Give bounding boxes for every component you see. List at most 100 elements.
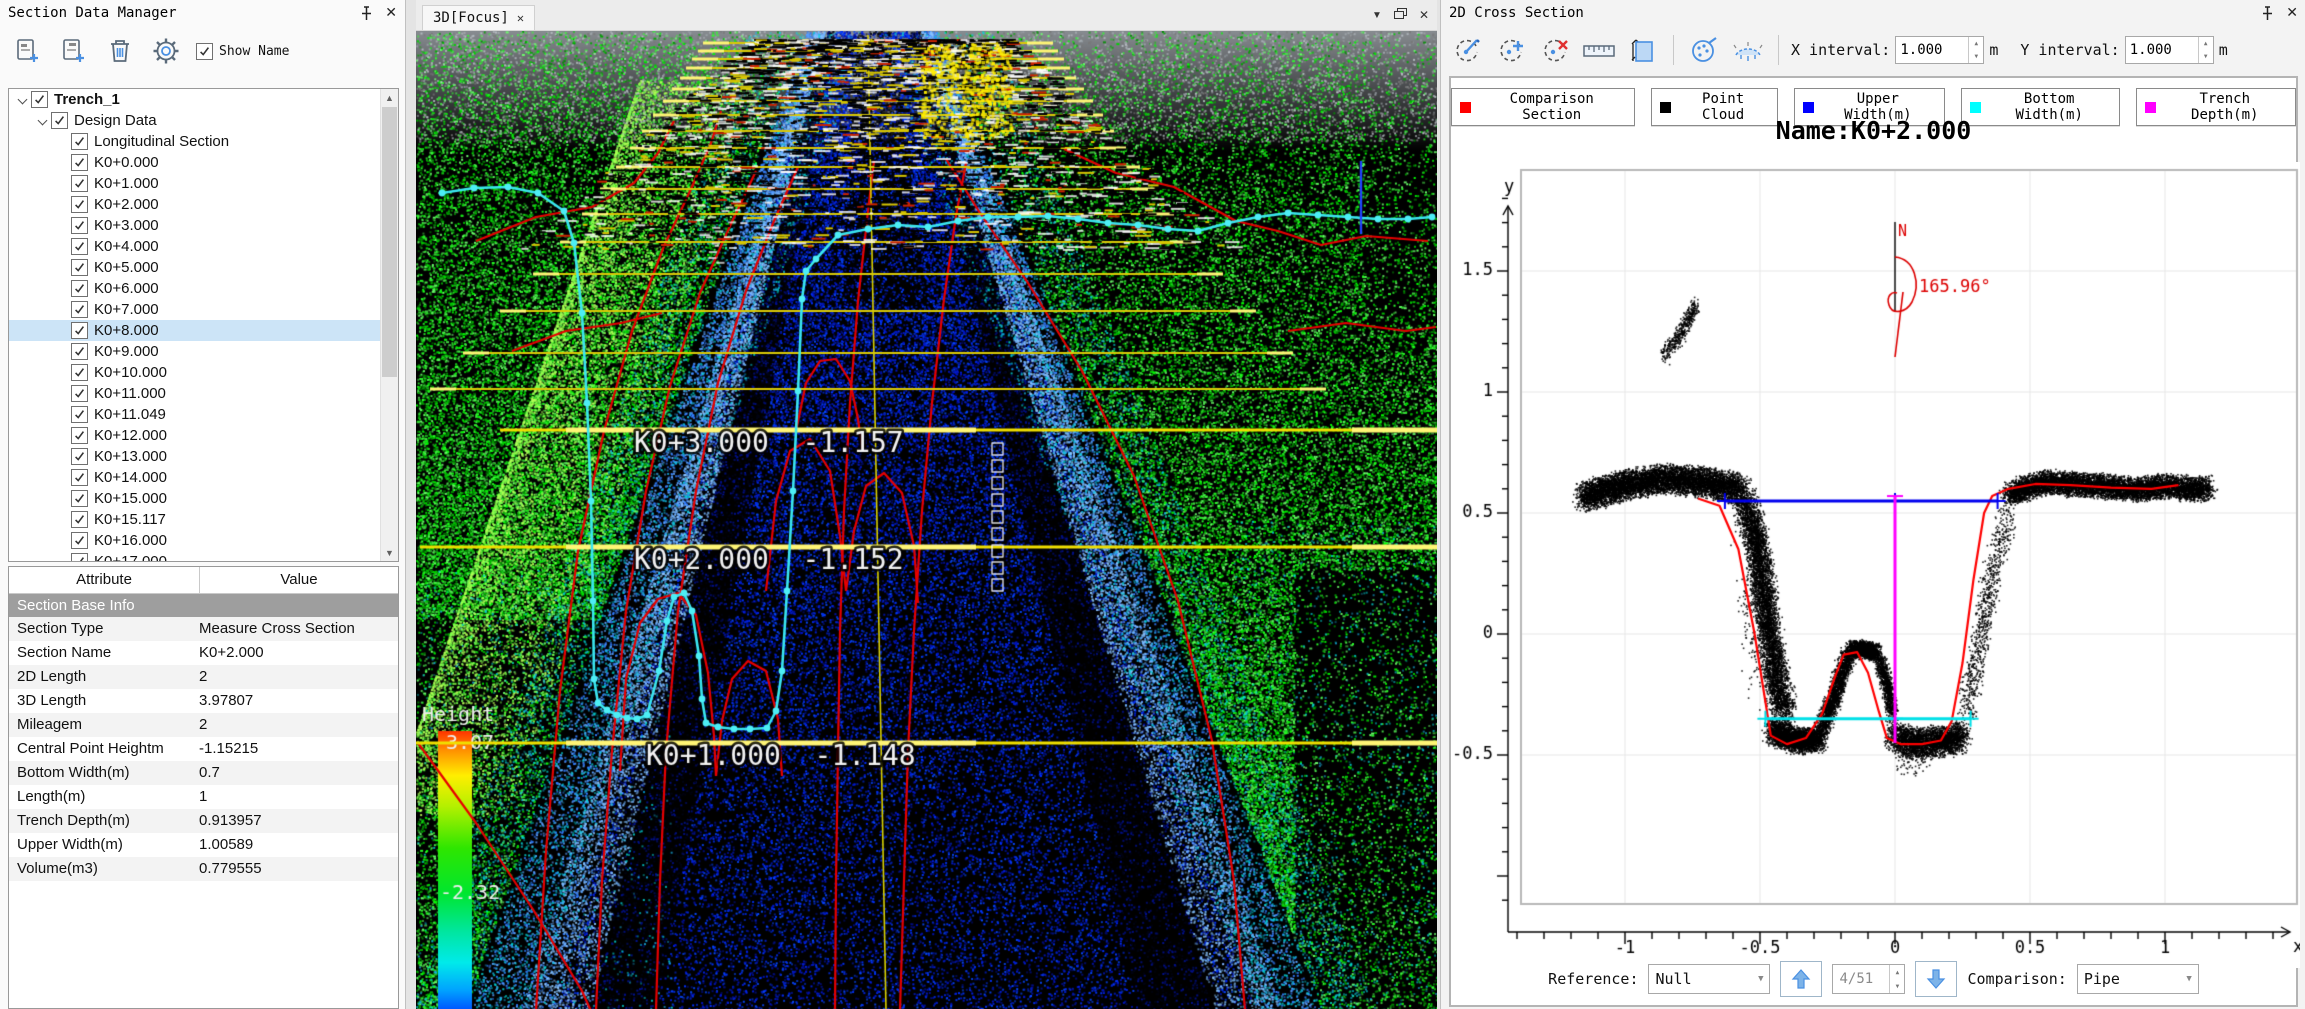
tree-item[interactable]: K0+13.000	[9, 446, 398, 467]
tree-item[interactable]: K0+1.000	[9, 173, 398, 194]
tree-item-checkbox[interactable]	[71, 364, 88, 381]
delete-section-button[interactable]	[104, 35, 136, 67]
tree-item[interactable]: K0+3.000	[9, 215, 398, 236]
tree-item-checkbox[interactable]	[71, 511, 88, 528]
tree-item[interactable]: K0+7.000	[9, 299, 398, 320]
application-window: Section Data Manager ✕	[0, 0, 2305, 1009]
pin-icon[interactable]	[360, 6, 373, 21]
reference-dropdown[interactable]: Null ▼	[1648, 964, 1770, 994]
x-interval-up-icon[interactable]: ▲	[1969, 37, 1983, 50]
tree-item[interactable]: K0+4.000	[9, 236, 398, 257]
counter-down-icon[interactable]: ▼	[1890, 979, 1904, 993]
palette-icon[interactable]	[1686, 33, 1722, 67]
tree-item-checkbox[interactable]	[31, 91, 48, 108]
add-subsection-button[interactable]	[58, 35, 90, 67]
tree-item-checkbox[interactable]	[71, 553, 88, 562]
cross-section-plot-canvas[interactable]	[1451, 162, 2300, 968]
tree-indent	[9, 414, 55, 415]
counter-up-icon[interactable]: ▲	[1890, 965, 1904, 979]
show-name-checkbox[interactable]	[196, 43, 213, 60]
tree-item-checkbox[interactable]	[71, 322, 88, 339]
attribute-name: Section Type	[9, 617, 199, 641]
scroll-down-icon[interactable]: ▼	[381, 544, 398, 561]
tree-item[interactable]: K0+8.000	[9, 320, 398, 341]
tree-item[interactable]: K0+16.000	[9, 530, 398, 551]
tree-indent	[9, 456, 55, 457]
measure-ruler-icon[interactable]	[1581, 33, 1617, 67]
x-interval-input[interactable]	[1896, 37, 1968, 63]
y-interval-input[interactable]	[2126, 37, 2198, 63]
close-icon[interactable]: ✕	[2286, 0, 2298, 26]
tree-item-label: K0+16.000	[94, 530, 167, 551]
tree-item-checkbox[interactable]	[71, 238, 88, 255]
settings-gear-icon[interactable]	[150, 35, 182, 67]
tree-item-checkbox[interactable]	[71, 217, 88, 234]
tree-item-checkbox[interactable]	[71, 259, 88, 276]
x-interval-down-icon[interactable]: ▼	[1969, 50, 1983, 63]
tree-item[interactable]: K0+15.000	[9, 488, 398, 509]
tree-indent	[9, 204, 55, 205]
tree-item-checkbox[interactable]	[71, 196, 88, 213]
tree-item[interactable]: K0+10.000	[9, 362, 398, 383]
tab-close-icon[interactable]: ✕	[517, 11, 524, 25]
tree-expand-chevron-icon[interactable]	[15, 92, 31, 108]
comparison-label: Comparison:	[1967, 970, 2066, 988]
tree-item-checkbox[interactable]	[71, 490, 88, 507]
tree-item[interactable]: Trench_1	[9, 89, 398, 110]
tree-item[interactable]: Longitudinal Section	[9, 131, 398, 152]
tree-item[interactable]: K0+15.117	[9, 509, 398, 530]
tree-expand-chevron-icon[interactable]	[35, 113, 51, 129]
tree-item-checkbox[interactable]	[71, 427, 88, 444]
add-point-icon[interactable]	[1493, 33, 1529, 67]
tree-item-checkbox[interactable]	[71, 154, 88, 171]
tree-item-checkbox[interactable]	[71, 469, 88, 486]
next-section-button[interactable]	[1915, 961, 1957, 997]
tree-item-checkbox[interactable]	[71, 175, 88, 192]
cross-section-2d-panel: 2D Cross Section ✕	[1440, 0, 2305, 1009]
tree-item-checkbox[interactable]	[71, 343, 88, 360]
show-name-toggle[interactable]: Show Name	[196, 43, 289, 60]
comparison-value: Pipe	[2084, 970, 2120, 988]
viewport-close-icon[interactable]: ✕	[1419, 8, 1429, 22]
tree-item[interactable]: K0+17.000	[9, 551, 398, 562]
area-select-icon[interactable]	[1625, 33, 1661, 67]
tree-item-checkbox[interactable]	[71, 133, 88, 150]
comparison-dropdown[interactable]: Pipe ▼	[2077, 964, 2199, 994]
tree-item-checkbox[interactable]	[71, 448, 88, 465]
tree-item[interactable]: K0+5.000	[9, 257, 398, 278]
tree-item[interactable]: K0+0.000	[9, 152, 398, 173]
y-interval-up-icon[interactable]: ▲	[2199, 37, 2213, 50]
tree-item-checkbox[interactable]	[71, 301, 88, 318]
delete-point-icon[interactable]	[1537, 33, 1573, 67]
restore-window-icon[interactable]	[1394, 8, 1407, 23]
scroll-up-icon[interactable]: ▲	[381, 89, 398, 106]
tree-item[interactable]: K0+11.049	[9, 404, 398, 425]
tree-item-label: K0+8.000	[94, 320, 159, 341]
tree-item-checkbox[interactable]	[71, 280, 88, 297]
attribute-name: Volume(m3)	[9, 857, 199, 881]
previous-section-button[interactable]	[1780, 961, 1822, 997]
tree-item[interactable]: Design Data	[9, 110, 398, 131]
section-counter-input[interactable]	[1833, 965, 1889, 993]
tree-item[interactable]: K0+2.000	[9, 194, 398, 215]
tree-item-checkbox[interactable]	[71, 385, 88, 402]
3d-point-cloud-viewport[interactable]	[416, 31, 1437, 1009]
tree-scrollbar[interactable]: ▲▼	[380, 89, 398, 561]
section-view-icon[interactable]	[1730, 33, 1766, 67]
tree-item-checkbox[interactable]	[71, 406, 88, 423]
y-interval-down-icon[interactable]: ▼	[2199, 50, 2213, 63]
add-section-button[interactable]	[12, 35, 44, 67]
tree-item-checkbox[interactable]	[51, 112, 68, 129]
tab-3d-focus[interactable]: 3D[Focus] ✕	[422, 5, 535, 30]
tab-menu-icon[interactable]: ▼	[1372, 10, 1382, 21]
close-icon[interactable]: ✕	[385, 0, 397, 26]
tree-item[interactable]: K0+6.000	[9, 278, 398, 299]
tree-item-checkbox[interactable]	[71, 532, 88, 549]
tree-item[interactable]: K0+9.000	[9, 341, 398, 362]
scrollbar-thumb[interactable]	[382, 107, 397, 377]
edit-section-icon[interactable]	[1449, 33, 1485, 67]
pin-icon[interactable]	[2261, 6, 2274, 21]
tree-item[interactable]: K0+11.000	[9, 383, 398, 404]
tree-item[interactable]: K0+12.000	[9, 425, 398, 446]
tree-item[interactable]: K0+14.000	[9, 467, 398, 488]
